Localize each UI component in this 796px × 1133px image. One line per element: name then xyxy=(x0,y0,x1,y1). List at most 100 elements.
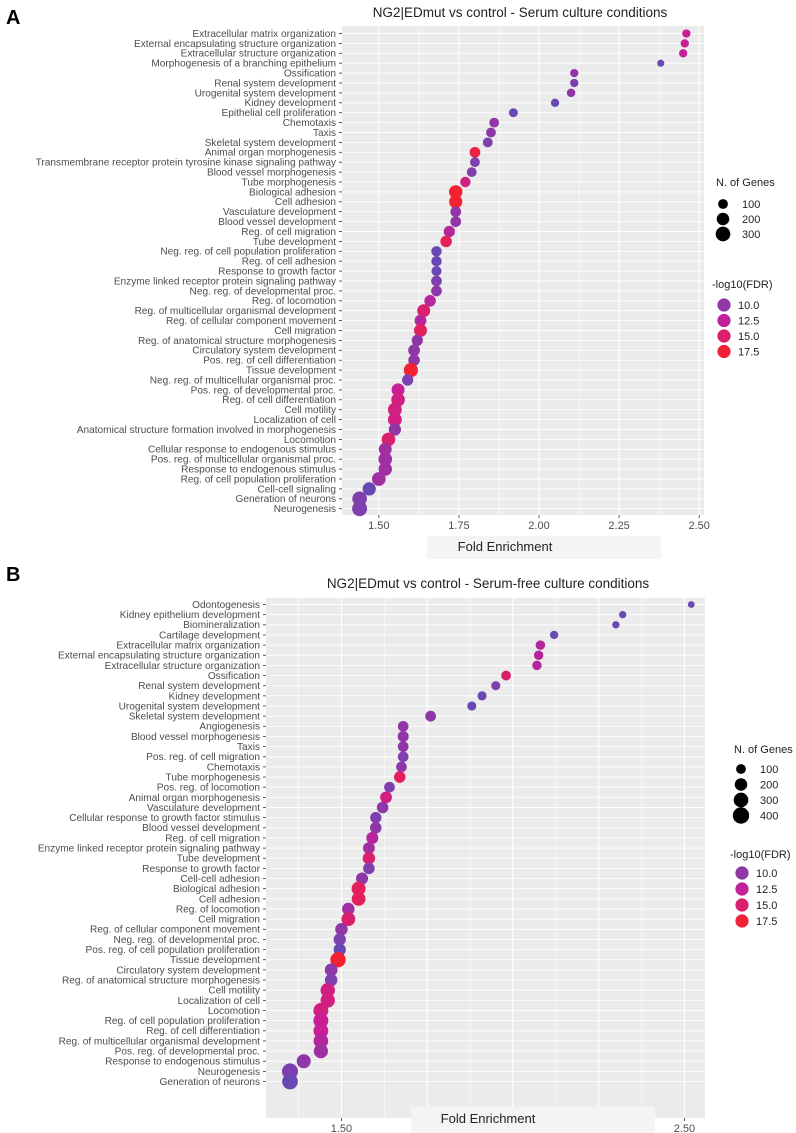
panel-a: A NG2|EDmut vs control - Serum culture c… xyxy=(6,5,775,559)
x-axis-title-bg xyxy=(427,536,661,559)
y-tick-label: Skeletal system development xyxy=(129,712,260,723)
data-point xyxy=(335,923,348,936)
size-legend-label: 300 xyxy=(742,229,760,241)
data-point xyxy=(612,621,620,629)
plot-background xyxy=(342,26,704,515)
color-legend-label: 10.0 xyxy=(738,300,759,312)
data-point xyxy=(352,501,368,517)
y-tick-label: External encapsulating structure organiz… xyxy=(58,651,260,662)
data-point xyxy=(467,701,477,711)
legend: N. of Genes 100 200 300 -log10(FDR) 10.0 12.5 1… xyxy=(712,177,775,359)
data-point xyxy=(324,963,338,977)
data-point xyxy=(333,933,346,946)
color-legend-dot xyxy=(735,882,749,896)
size-legend-dot xyxy=(715,226,731,242)
y-tick-label: Neg. reg. of developmental proc. xyxy=(190,286,336,297)
x-axis: 1.50 1.75 2.00 2.25 2.50 xyxy=(368,515,710,532)
y-tick-label: Blood vessel morphogenesis xyxy=(131,732,260,743)
data-point xyxy=(477,691,487,701)
color-legend-label: 15.0 xyxy=(756,900,777,912)
y-tick-label: Locomotion xyxy=(208,1006,260,1017)
y-tick-label: Reg. of cell differentiation xyxy=(146,1026,260,1037)
y-tick-label: Tube development xyxy=(253,237,336,248)
color-legend-dot xyxy=(735,866,749,880)
data-point xyxy=(397,730,409,742)
y-tick-label: Taxis xyxy=(313,128,336,139)
size-legend-title: N. of Genes xyxy=(716,177,775,189)
y-tick-label: Odontogenesis xyxy=(192,600,260,611)
y-tick-label: Reg. of cellular component movement xyxy=(90,925,260,936)
size-legend-label: 100 xyxy=(742,199,760,211)
data-point xyxy=(682,29,691,38)
x-tick-label: 2.00 xyxy=(528,520,549,532)
y-tick-label: Cell migration xyxy=(274,326,336,337)
x-axis-title: Fold Enrichment xyxy=(458,539,553,554)
size-legend-label: 100 xyxy=(760,764,778,776)
data-point xyxy=(414,314,427,327)
y-tick-label: Generation of neurons xyxy=(236,494,336,505)
color-legend-label: 17.5 xyxy=(738,347,759,359)
y-tick-label: Ossification xyxy=(284,69,336,80)
y-tick-label: Blood vessel morphogenesis xyxy=(207,168,336,179)
data-point xyxy=(351,891,366,906)
data-point xyxy=(486,127,496,138)
data-point xyxy=(387,402,402,417)
data-point xyxy=(449,185,463,199)
data-point xyxy=(396,761,407,773)
data-point xyxy=(413,324,427,337)
data-point xyxy=(356,872,369,885)
color-legend-label: 10.0 xyxy=(756,868,777,880)
data-point xyxy=(378,462,392,476)
data-point xyxy=(431,255,442,267)
data-point xyxy=(370,812,382,824)
y-tick-label: Transmembrane receptor protein tyrosine … xyxy=(36,158,337,169)
data-point xyxy=(431,285,442,297)
data-point xyxy=(443,225,455,238)
data-point xyxy=(366,831,379,844)
data-point xyxy=(489,117,500,128)
x-tick-label: 2.50 xyxy=(674,1123,695,1133)
y-tick-label: Neg. reg. of developmental proc. xyxy=(114,935,260,946)
color-legend-dot xyxy=(717,344,731,359)
y-tick-label: Pos. reg. of cell migration xyxy=(146,752,260,763)
x-tick-label: 2.50 xyxy=(688,520,709,532)
data-point xyxy=(532,660,542,671)
x-tick-label: 1.75 xyxy=(448,520,469,532)
data-point xyxy=(313,1043,328,1059)
data-point xyxy=(313,1033,329,1049)
y-tick-label: Biomineralization xyxy=(183,620,260,631)
y-tick-label: Urogenital system development xyxy=(119,701,261,712)
y-tick-label: Reg. of anatomical structure morphogenes… xyxy=(62,975,260,986)
y-tick-label: Cellular response to growth factor stimu… xyxy=(69,813,260,824)
data-point xyxy=(403,362,418,378)
gridlines xyxy=(266,598,705,1118)
y-tick-label: Response to growth factor xyxy=(142,864,260,875)
y-tick-label: Response to growth factor xyxy=(218,267,336,278)
y-tick-label: Morphogenesis of a branching epithelium xyxy=(151,59,336,70)
y-tick-label: Tissue development xyxy=(246,366,336,377)
data-point xyxy=(381,432,396,447)
data-point xyxy=(533,650,544,660)
y-tick-label: Vasculature development xyxy=(223,207,336,218)
y-tick-label: Cell migration xyxy=(198,915,260,926)
y-tick-label: Pos. reg. of multicellular organismal pr… xyxy=(151,455,336,466)
y-tick-label: Renal system development xyxy=(214,78,336,89)
y-tick-label: Pos. reg. of cell differentiation xyxy=(203,356,336,367)
color-legend-label: 17.5 xyxy=(756,916,777,928)
y-tick-label: Enzyme linked receptor protein signaling… xyxy=(38,844,261,855)
color-legend-title: -log10(FDR) xyxy=(730,849,791,861)
data-point xyxy=(431,275,442,287)
data-point xyxy=(449,195,463,209)
data-point xyxy=(372,472,386,486)
y-tick-label: Biological adhesion xyxy=(249,187,336,198)
data-point xyxy=(341,912,356,927)
y-tick-label: Extracellular matrix organization xyxy=(192,29,336,40)
data-point xyxy=(550,98,560,107)
data-point xyxy=(501,670,511,681)
data-point xyxy=(313,1013,329,1029)
y-tick-label: Reg. of cell population proliferation xyxy=(181,474,336,485)
panel-letter: B xyxy=(6,564,20,586)
y-tick-label: Pos. reg. of developmental proc. xyxy=(191,385,336,396)
color-legend-dot xyxy=(735,914,749,928)
